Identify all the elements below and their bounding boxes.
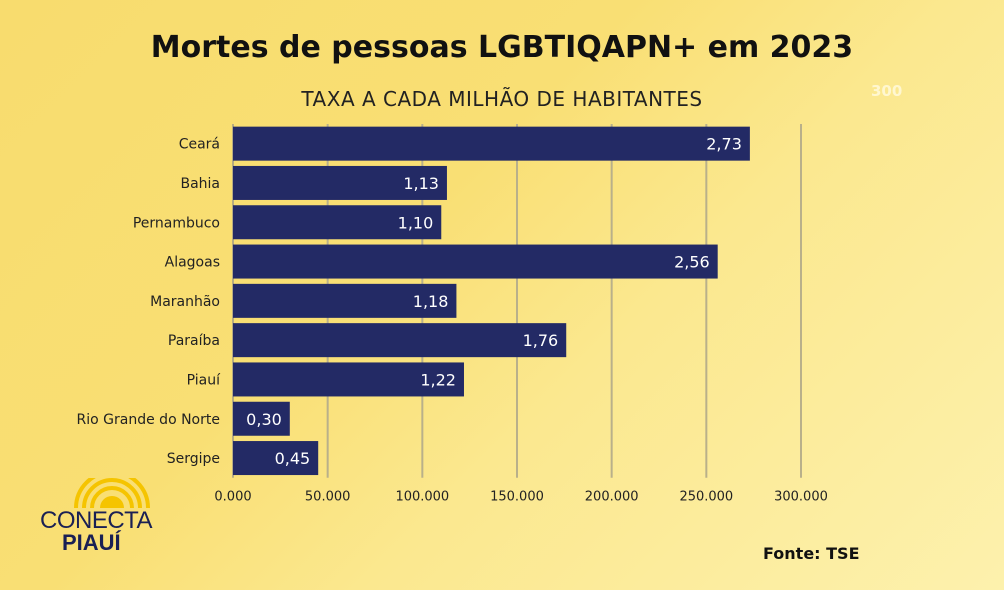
bar-value-label: 0,30 — [246, 410, 282, 429]
x-tick-label: 200.000 — [585, 490, 639, 505]
category-labels: Ceará Bahia Pernambuco Alagoas Maranhão Paraí… — [77, 137, 222, 467]
category-label: Bahia — [180, 176, 220, 192]
bar-value-label: 1,18 — [413, 292, 449, 311]
sunrise-logo-icon — [74, 478, 150, 509]
bar-value-label: 1,13 — [403, 174, 439, 193]
bar — [233, 126, 750, 161]
bar — [233, 244, 718, 279]
bar — [233, 362, 464, 397]
chart-title: Mortes de pessoas LGBTIQAPN+ em 2023 — [150, 30, 854, 65]
category-label: Sergipe — [167, 451, 220, 467]
x-tick-label: 150.000 — [490, 490, 544, 505]
logo-text-conecta: CONECTA — [40, 507, 153, 534]
bar — [233, 165, 447, 200]
category-label: Piauí — [187, 372, 221, 388]
bar — [233, 205, 442, 240]
category-label: Maranhão — [150, 294, 220, 310]
chart-subtitle: TAXA A CADA MILHÃO DE HABITANTES — [301, 87, 703, 111]
bar-value-label: 1,22 — [420, 370, 456, 389]
category-label: Ceará — [179, 137, 220, 153]
category-label: Alagoas — [165, 255, 220, 271]
x-tick-label: 100.000 — [395, 490, 449, 505]
source-note: Fonte: TSE — [763, 544, 860, 563]
x-tick-label: 250.000 — [679, 490, 733, 505]
category-label: Paraíba — [168, 333, 220, 349]
x-tick-label: 50.000 — [305, 490, 351, 505]
category-label: Pernambuco — [133, 215, 220, 231]
bar — [233, 283, 457, 318]
x-tick-labels: 0.000 50.000 100.000 150.000 200.000 250.000 3… — [214, 490, 827, 505]
bar-value-label: 1,76 — [523, 331, 559, 350]
bar-value-label: 0,45 — [275, 449, 311, 468]
bar — [233, 441, 319, 476]
bar — [233, 401, 290, 436]
category-label: Rio Grande do Norte — [77, 412, 220, 428]
logo-text-piaui: PIAUÍ — [62, 530, 121, 555]
x-tick-label: 300.000 — [774, 490, 828, 505]
bars: 2,73 1,13 1,10 2,56 1,18 1,76 1,22 0,30 0,45 — [233, 126, 750, 476]
bar — [233, 323, 567, 358]
bar-value-label: 2,56 — [674, 253, 710, 272]
faint-watermark-label: 300 — [871, 82, 903, 100]
bar-value-label: 2,73 — [706, 135, 742, 154]
x-tick-label: 0.000 — [214, 490, 251, 505]
bar-value-label: 1,10 — [398, 213, 434, 232]
